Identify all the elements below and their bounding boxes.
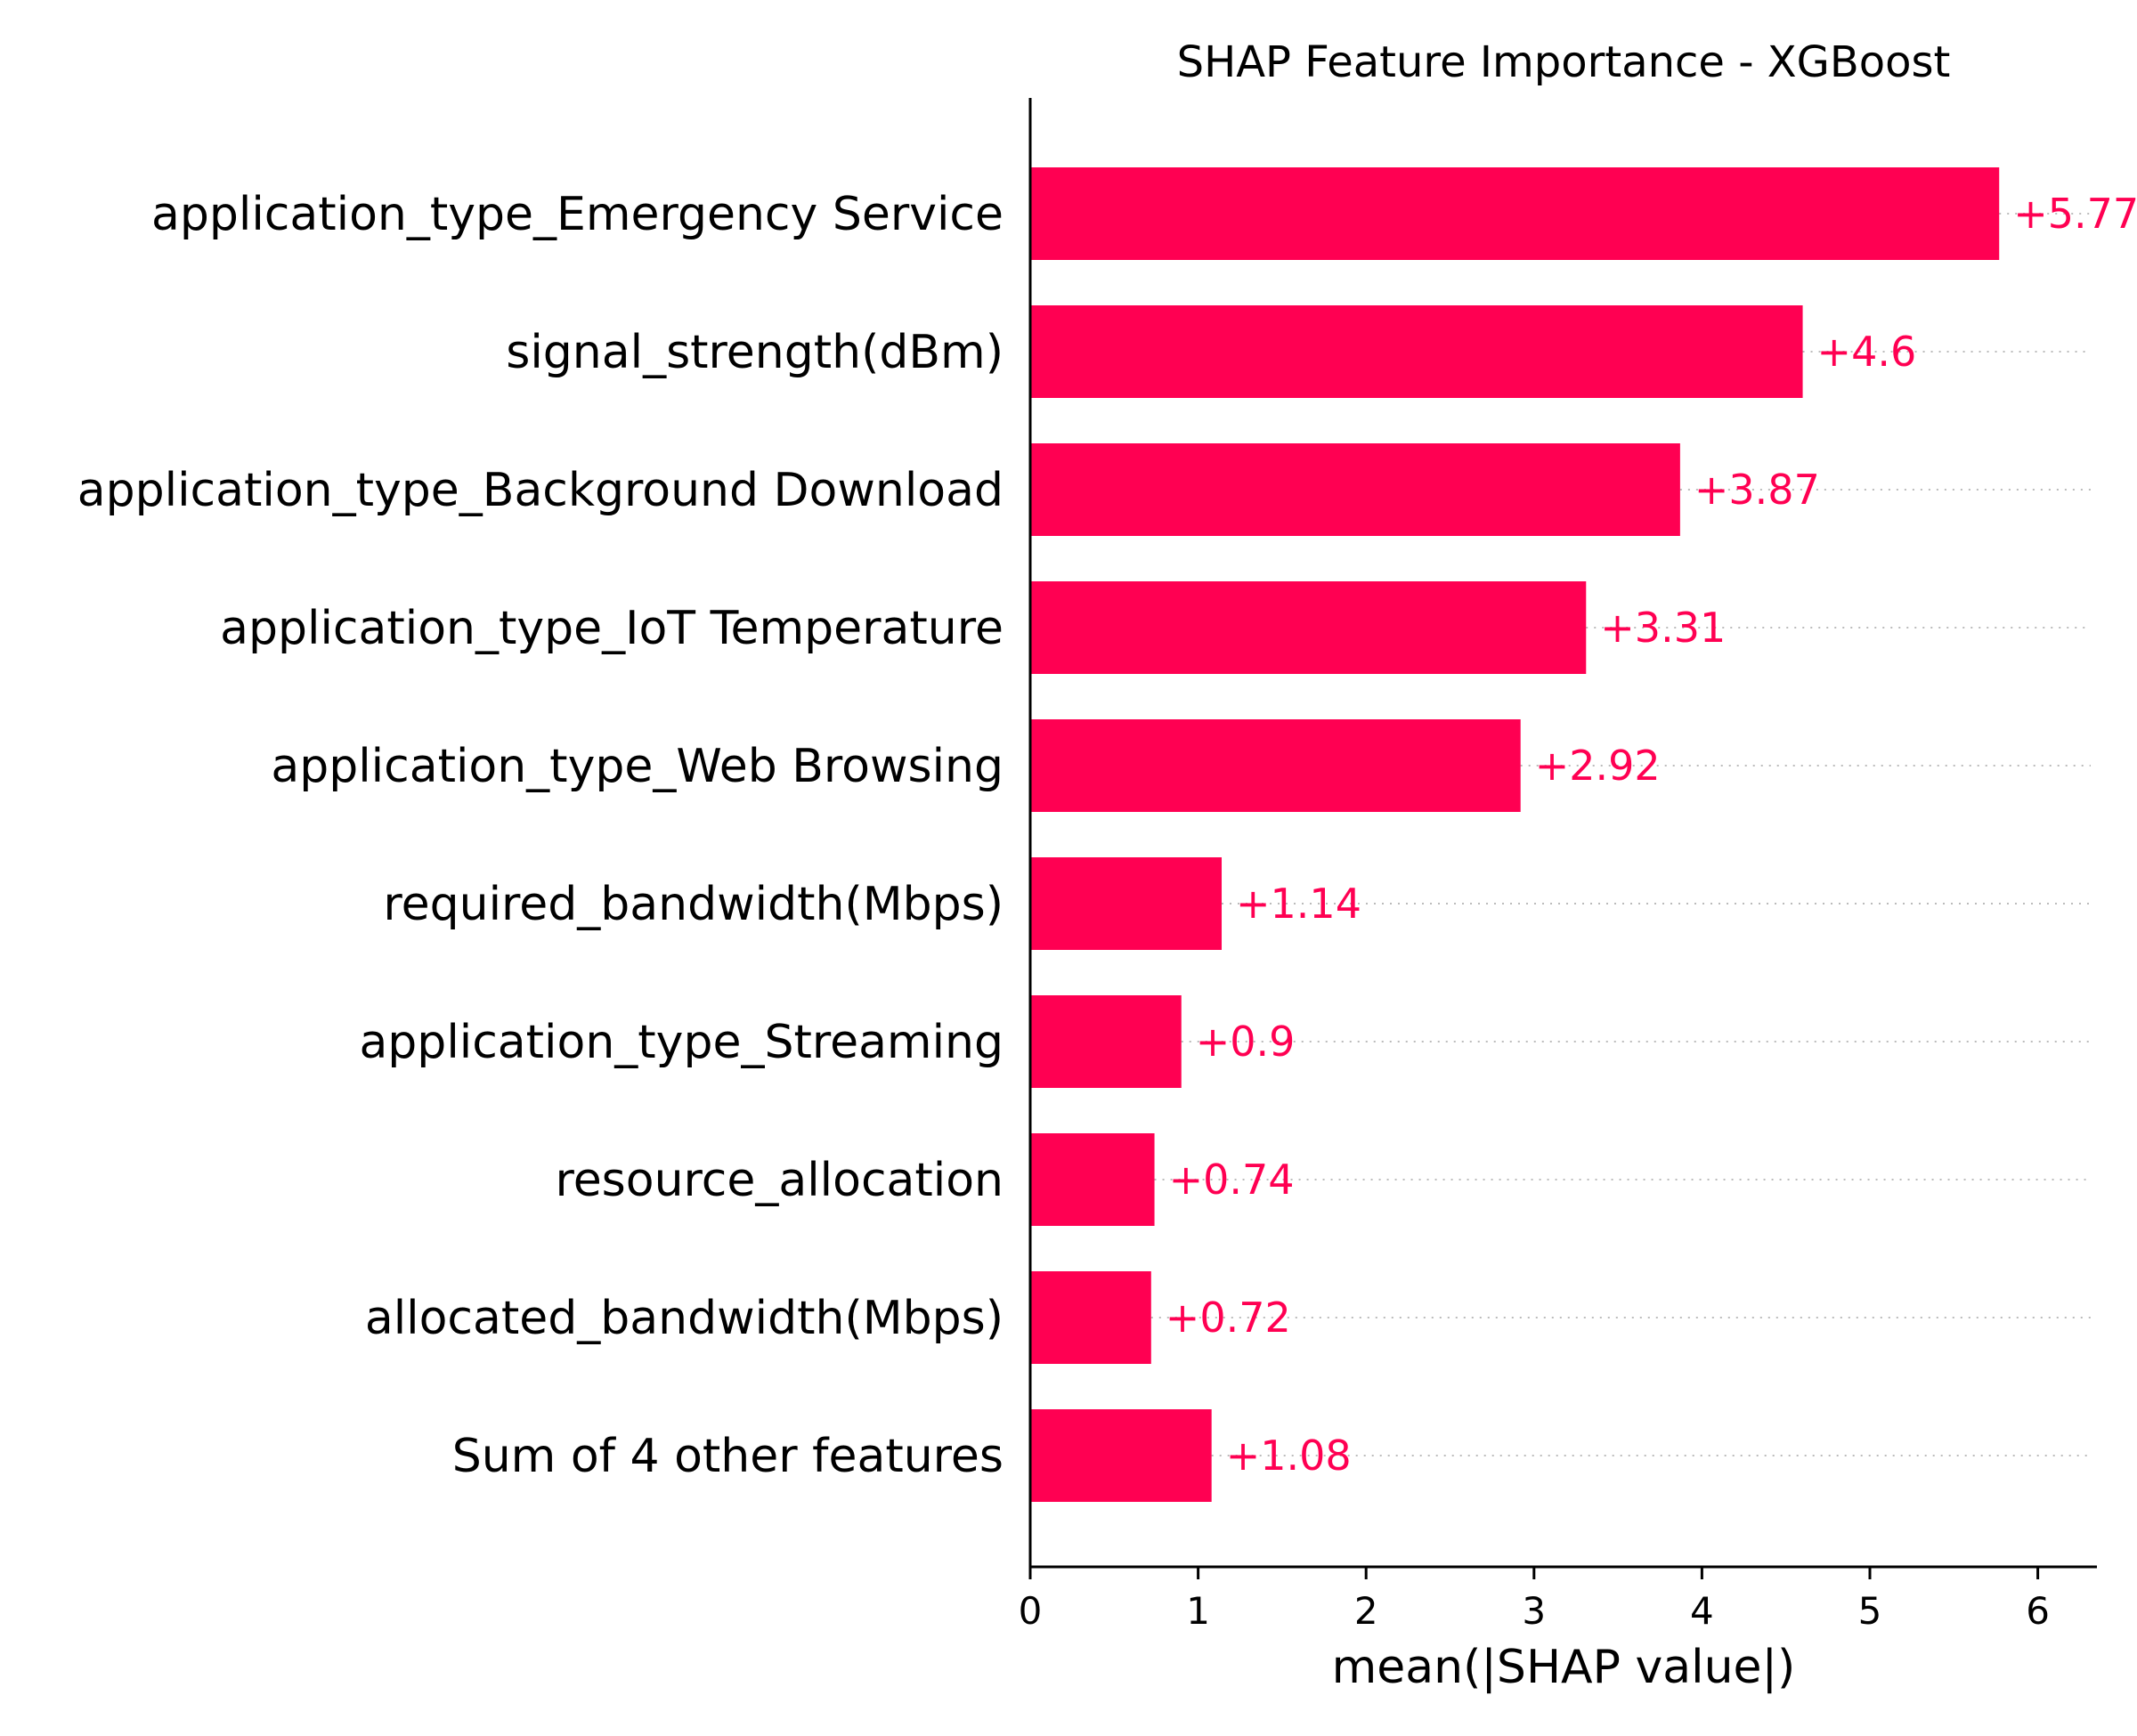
- bar: [1030, 1409, 1212, 1502]
- category-label: application_type_Background Download: [77, 464, 1003, 517]
- bar: [1030, 995, 1182, 1088]
- guide-lines: [1150, 213, 2091, 1456]
- data-label: +2.92: [1535, 742, 1661, 790]
- data-label: +0.74: [1169, 1156, 1295, 1204]
- x-ticks: 0 1 2 3 4 5 6: [1019, 1567, 2050, 1633]
- data-label: +1.14: [1236, 880, 1361, 928]
- bar: [1030, 305, 1803, 398]
- bar: [1030, 443, 1680, 536]
- category-label: application_type_Web Browsing: [271, 740, 1003, 793]
- data-labels: +5.77 +4.6 +3.87 +3.31 +2.92 +1.14 +0.9 +0.74 +0…: [1166, 190, 2137, 1480]
- x-tick-label: 6: [2026, 1589, 2050, 1633]
- bar: [1030, 719, 1521, 812]
- data-label: +0.9: [1196, 1018, 1296, 1066]
- data-label: +5.77: [2013, 190, 2137, 238]
- x-tick-label: 4: [1690, 1589, 1714, 1633]
- bar: [1030, 581, 1587, 674]
- category-label: resource_allocation: [555, 1154, 1003, 1207]
- x-tick-label: 3: [1522, 1589, 1546, 1633]
- bars: [1030, 167, 2000, 1502]
- category-label: application_type_Emergency Service: [151, 188, 1003, 241]
- data-label: +3.31: [1600, 604, 1726, 652]
- category-label: allocated_bandwidth(Mbps): [365, 1292, 1003, 1345]
- category-label: Sum of 4 other features: [452, 1430, 1003, 1483]
- category-labels: application_type_Emergency Service signal…: [77, 188, 1003, 1483]
- data-label: +1.08: [1226, 1432, 1352, 1480]
- data-label: +0.72: [1166, 1294, 1291, 1342]
- bar: [1030, 167, 2000, 260]
- bar: [1030, 1271, 1151, 1364]
- x-tick-label: 1: [1186, 1589, 1210, 1633]
- bar: [1030, 857, 1223, 950]
- category-label: signal_strength(dBm): [506, 326, 1003, 379]
- x-tick-label: 5: [1858, 1589, 1882, 1633]
- category-label: application_type_IoT Temperature: [220, 602, 1003, 655]
- chart-title: SHAP Feature Importance - XGBoost: [1177, 37, 1951, 87]
- x-axis-label: mean(|SHAP value|): [1332, 1641, 1796, 1694]
- bar: [1030, 1133, 1155, 1226]
- data-label: +4.6: [1817, 328, 1917, 376]
- data-label: +3.87: [1694, 466, 1820, 514]
- x-tick-label: 2: [1354, 1589, 1378, 1633]
- category-label: required_bandwidth(Mbps): [383, 878, 1003, 931]
- category-label: application_type_Streaming: [359, 1016, 1003, 1069]
- x-tick-label: 0: [1019, 1589, 1043, 1633]
